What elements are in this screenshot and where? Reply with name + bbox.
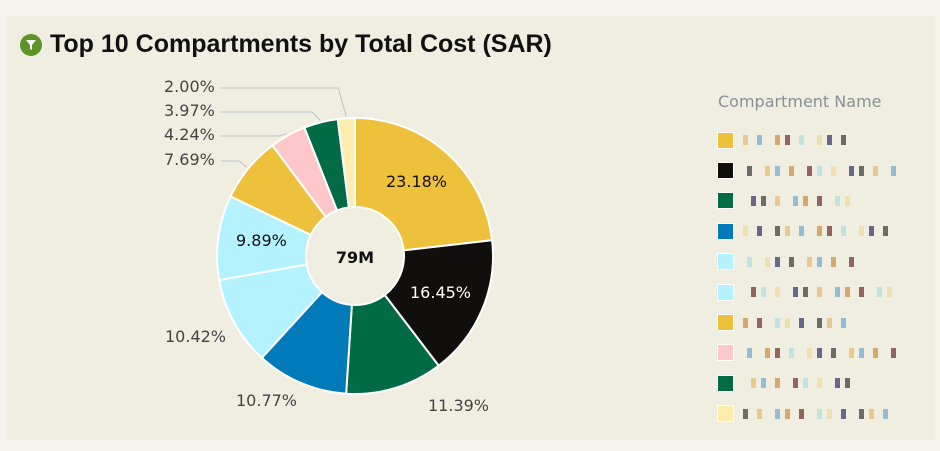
redacted-name xyxy=(743,256,854,267)
chart-title: Top 10 Compartments by Total Cost (SAR) xyxy=(50,30,552,58)
slice-label: 10.77% xyxy=(236,391,298,410)
redacted-name xyxy=(743,195,850,206)
legend-swatch xyxy=(718,223,733,239)
legend-item[interactable] xyxy=(718,247,896,277)
donut-slice[interactable] xyxy=(336,116,356,209)
legend-swatch xyxy=(718,284,733,300)
legend-swatch xyxy=(718,315,733,331)
legend: Compartment Name xyxy=(718,92,896,429)
redacted-name xyxy=(743,135,846,146)
redacted-name xyxy=(743,226,888,237)
slice-label: 23.18% xyxy=(386,172,448,191)
legend-swatch xyxy=(718,132,733,148)
legend-swatch xyxy=(718,406,733,422)
slice-label: 7.69% xyxy=(164,150,215,169)
legend-item[interactable] xyxy=(718,368,896,398)
legend-item[interactable] xyxy=(718,155,896,185)
donut-slice[interactable] xyxy=(354,116,494,252)
leader-line xyxy=(221,87,347,117)
funnel-icon[interactable] xyxy=(20,33,42,56)
legend-swatch xyxy=(718,345,733,361)
chart-header: Top 10 Compartments by Total Cost (SAR) xyxy=(20,30,552,59)
legend-item[interactable] xyxy=(718,125,896,155)
legend-swatch xyxy=(718,254,733,270)
donut-slice[interactable] xyxy=(383,239,494,368)
leader-line xyxy=(221,160,248,168)
leader-line xyxy=(221,133,287,137)
slice-label: 4.24% xyxy=(164,125,215,144)
legend-title: Compartment Name xyxy=(718,92,882,111)
redacted-name xyxy=(743,165,896,176)
slice-label: 10.42% xyxy=(165,327,227,346)
legend-item[interactable] xyxy=(718,277,896,307)
legend-item[interactable] xyxy=(718,216,896,246)
legend-item[interactable] xyxy=(718,399,896,429)
redacted-name xyxy=(743,317,846,328)
redacted-name xyxy=(743,408,888,419)
slice-label: 3.97% xyxy=(164,101,215,120)
legend-swatch xyxy=(718,193,733,209)
redacted-name xyxy=(743,347,896,358)
slice-label: 9.89% xyxy=(236,231,287,250)
slice-label: 16.45% xyxy=(410,283,472,302)
center-total: 79M xyxy=(336,248,374,267)
legend-swatch xyxy=(718,375,733,391)
legend-swatch xyxy=(718,163,733,179)
slice-label: 2.00% xyxy=(164,77,215,96)
legend-item[interactable] xyxy=(718,186,896,216)
slice-label: 11.39% xyxy=(428,396,490,415)
legend-item[interactable] xyxy=(718,307,896,337)
redacted-name xyxy=(743,287,892,298)
legend-item[interactable] xyxy=(718,338,896,368)
redacted-name xyxy=(743,378,850,389)
leader-line xyxy=(221,111,321,121)
